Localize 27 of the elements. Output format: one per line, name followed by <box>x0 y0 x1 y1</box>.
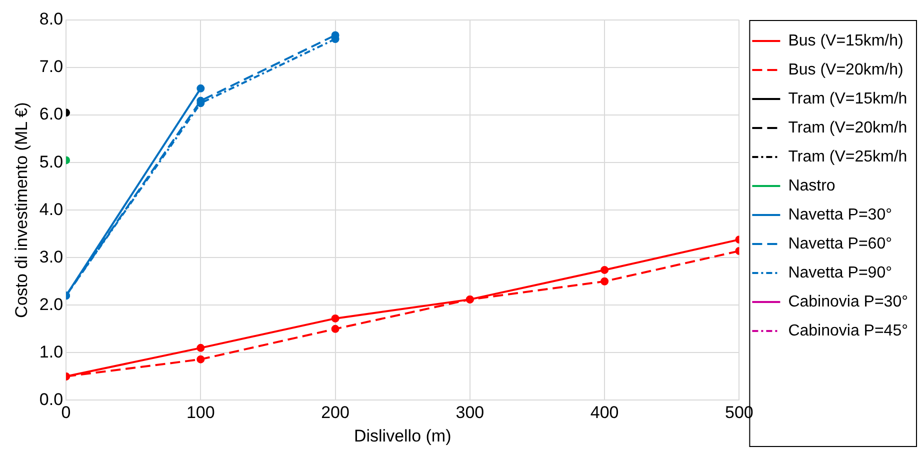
y-tick-label: 7.0 <box>39 57 64 76</box>
y-tick-label: 8.0 <box>39 10 64 29</box>
x-tick-label: 400 <box>590 403 619 422</box>
x-tick-label: 300 <box>456 403 484 422</box>
y-tick-label: 5.0 <box>39 152 64 172</box>
legend-label: Cabinovia P=45° <box>788 322 908 340</box>
y-tick-label: 3.0 <box>39 247 64 266</box>
x-axis-title: Dislivello (m) <box>354 426 452 446</box>
legend-label: Bus (V=20km/h) <box>788 61 904 78</box>
legend-label: Tram (V=15km/h <box>788 90 908 108</box>
x-tick-label: 0 <box>61 403 71 422</box>
y-tick-label: 4.0 <box>39 200 64 219</box>
y-axis-title: Costo di investimento (ML €) <box>12 102 31 318</box>
legend-label: Navetta P=60° <box>788 235 892 252</box>
legend-label: Bus (V=15km/h) <box>788 32 904 50</box>
legend-label: Navetta P=30° <box>788 206 892 224</box>
x-tick-label: 200 <box>321 403 350 422</box>
legend-label: Cabinovia P=30° <box>788 293 908 310</box>
legend-label: Nastro <box>788 177 836 194</box>
y-tick-label: 6.0 <box>39 104 64 124</box>
legend-label: Tram (V=25km/h <box>788 148 908 166</box>
legend-label: Navetta P=90° <box>788 264 892 282</box>
legend-label: Tram (V=20km/h <box>788 119 908 136</box>
y-tick-label: 2.0 <box>39 294 64 314</box>
y-tick-label: 0.0 <box>39 390 64 409</box>
y-tick-label: 1.0 <box>39 342 64 362</box>
x-tick-label: 100 <box>186 403 215 422</box>
